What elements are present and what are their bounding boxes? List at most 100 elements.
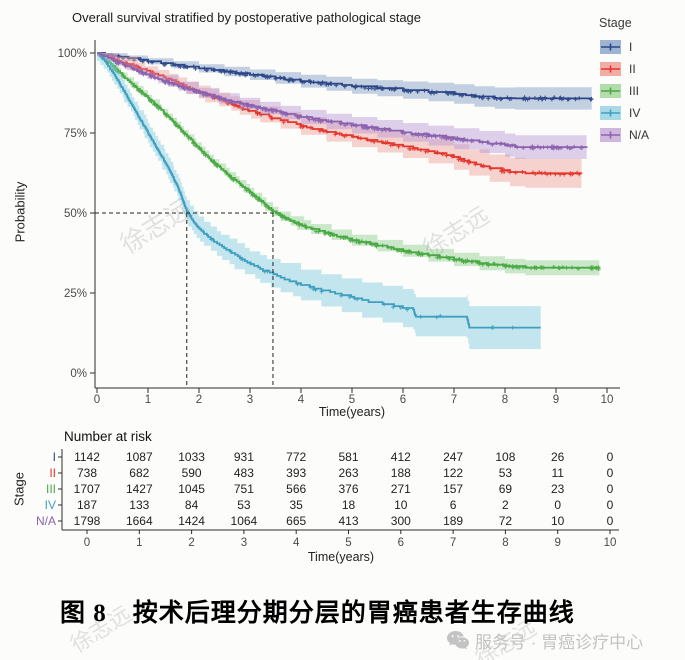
risk-count: 72 [498,514,513,528]
legend-key-icon [600,62,621,76]
confidence-band-I [97,53,592,112]
wechat-bubbles-icon [447,630,469,649]
censor-marks-I [111,53,594,102]
legend-title: Stage [599,16,632,30]
risk-count: 35 [289,498,303,512]
risk-count: 53 [498,466,513,480]
risk-x-tick-label: 6 [398,537,404,549]
risk-count: 376 [338,482,359,496]
x-tick-label: 4 [298,394,305,406]
risk-row-label-III: III [45,482,56,496]
legend-item-label: I [629,40,633,54]
risk-count: 187 [76,498,98,512]
risk-count: 0 [606,482,614,496]
legend-item-II[interactable]: II [599,58,649,80]
risk-count: 0 [606,450,614,464]
x-tick-label: 2 [196,394,202,406]
legend-item-IV[interactable]: IV [599,102,649,124]
censor-marks-N/A [113,59,584,151]
risk-x-tick-label: 8 [502,537,508,549]
risk-table-title: Number at risk [64,429,152,444]
figure-caption: 图 8 按术后理分期分层的胃癌患者生存曲线 [60,600,575,627]
risk-count: 1707 [73,482,101,496]
risk-count: 772 [286,450,307,464]
confidence-band-IV [97,53,541,352]
risk-count: 1045 [178,482,205,496]
risk-x-tick-label: 2 [188,537,194,549]
risk-row-label-IV: IV [44,498,56,512]
risk-count: 263 [338,466,359,480]
risk-count: 108 [495,450,516,464]
risk-row-label-II: II [49,466,56,480]
risk-count: 682 [129,466,150,480]
x-tick-label: 7 [451,394,457,406]
legend-item-I[interactable]: I [599,36,649,58]
median-guide-lines [95,212,274,388]
risk-count: 1142 [74,450,100,464]
risk-count: 157 [443,482,464,496]
legend-key-icon [600,106,621,120]
y-tick-label: 0% [70,368,87,380]
legend: Stage I II III IV N/A [599,16,649,146]
legend-items: I II III IV N/A [599,36,649,146]
risk-count: 590 [181,466,202,480]
km-curve-IV [97,52,541,329]
risk-x-tick-label: 9 [554,537,560,549]
risk-count: 1033 [178,450,205,464]
risk-count: 10 [551,514,565,528]
risk-count: 189 [443,514,464,528]
risk-x-tick-label: 3 [241,537,247,549]
y-tick-label: 50% [64,208,87,220]
risk-count: 0 [554,498,562,512]
risk-count: 122 [443,466,464,480]
risk-count: 1664 [125,514,153,528]
risk-count: 1087 [125,450,153,464]
risk-count: 751 [233,482,254,496]
x-tick-label: 5 [349,394,355,406]
x-axis-label-main: Time(years) [318,405,386,419]
risk-count: 11 [551,466,564,480]
risk-count: 300 [390,514,411,528]
risk-count: 483 [233,466,254,480]
legend-item-label: III [629,84,640,98]
x-tick-label: 8 [502,394,508,406]
x-tick-label: 9 [553,394,559,406]
risk-count: 738 [76,466,98,480]
y-tick-label: 100% [58,48,87,60]
x-tick-label: 0 [94,394,100,406]
legend-item-label: IV [629,106,641,120]
main-axes [94,40,620,389]
risk-count: 6 [449,498,457,512]
risk-count: 188 [390,466,411,480]
risk-x-tick-label: 4 [293,537,300,549]
risk-count: 1427 [125,482,153,496]
risk-x-tick-label: 1 [136,537,142,549]
risk-count: 18 [341,498,356,512]
confidence-band-II [97,53,582,190]
censor-marks-IV [209,237,515,330]
risk-row-label-I: I [52,450,56,464]
risk-count: 1064 [230,514,258,528]
risk-count: 133 [129,498,150,512]
risk-count: 84 [184,498,199,512]
risk-count: 393 [286,466,307,480]
legend-key-icon [600,128,621,142]
risk-x-tick-label: 0 [84,537,90,549]
risk-count: 2 [502,498,509,512]
risk-count: 412 [390,450,411,464]
risk-count: 413 [338,514,359,528]
legend-item-III[interactable]: III [599,80,649,102]
risk-count: 0 [606,466,614,480]
risk-count: 247 [443,450,464,464]
risk-x-tick-label: 7 [450,537,456,549]
risk-count: 0 [606,514,614,528]
legend-item-N/A[interactable]: N/A [599,124,649,146]
legend-key-icon [600,84,621,98]
chart-title: Overall survival stratified by postopera… [72,10,422,25]
risk-count: 271 [390,482,411,496]
censor-marks-III [111,64,601,272]
y-axis-label: Probability [12,181,28,243]
legend-item-label: N/A [629,128,650,142]
legend-key-icon [600,40,621,54]
